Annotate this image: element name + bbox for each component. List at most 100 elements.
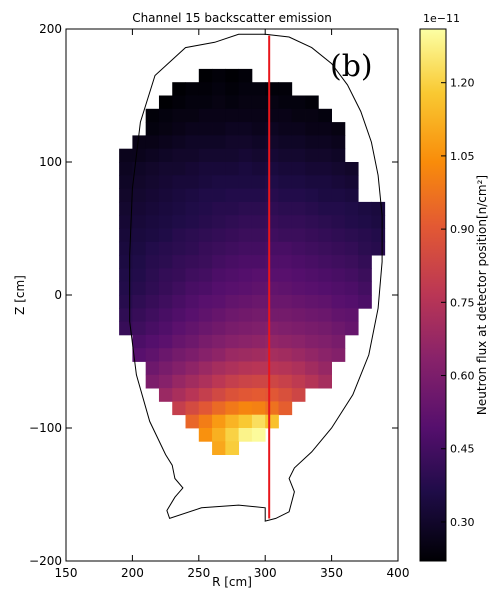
heatmap-cell	[158, 281, 173, 296]
heatmap-cell	[305, 374, 319, 389]
heatmap-cell	[251, 388, 266, 402]
heatmap-cell	[265, 201, 279, 216]
heatmap-cell	[198, 374, 213, 389]
heatmap-cell	[344, 188, 359, 203]
heatmap-cell	[291, 215, 306, 229]
heatmap-cell	[331, 201, 346, 216]
heatmap-cell	[278, 148, 293, 163]
heatmap-cell	[344, 281, 359, 296]
heatmap-cell	[265, 295, 279, 309]
heatmap-cell	[172, 374, 186, 389]
heatmap-cell	[265, 255, 279, 269]
heatmap-cell	[344, 228, 359, 243]
heatmap-cell	[172, 281, 186, 296]
heatmap-cell	[172, 388, 186, 402]
heatmap-cell	[158, 108, 173, 123]
heatmap-cell	[225, 201, 240, 216]
heatmap-cell	[172, 295, 186, 309]
heatmap-cell	[198, 361, 213, 376]
heatmap-cell	[265, 388, 279, 402]
heatmap-cell	[185, 122, 200, 136]
heatmap-cell	[238, 148, 253, 163]
heatmap-cell	[265, 135, 279, 150]
heatmap-cell	[238, 122, 253, 136]
heatmap-cell	[251, 414, 266, 429]
heatmap-cell	[344, 175, 359, 189]
heatmap-cell	[185, 228, 200, 243]
heatmap-cell	[265, 308, 279, 322]
heatmap-cell	[291, 188, 306, 203]
heatmap-cell	[371, 215, 386, 229]
heatmap-cell	[119, 281, 133, 296]
heatmap-cell	[331, 215, 346, 229]
heatmap-cell	[305, 148, 319, 163]
heatmap-cell	[225, 255, 240, 269]
heatmap-cell	[291, 108, 306, 123]
heatmap-cell	[331, 308, 346, 322]
heatmap-cell	[291, 175, 306, 189]
heatmap-cell	[331, 122, 346, 136]
heatmap-cell	[331, 255, 346, 269]
heatmap-cell	[132, 281, 147, 296]
heatmap-cell	[238, 82, 253, 96]
x-tick-label: 300	[254, 566, 277, 580]
heatmap-cell	[238, 374, 253, 389]
heatmap-cell	[344, 255, 359, 269]
heatmap-cell	[238, 228, 253, 243]
heatmap-cell	[198, 82, 213, 96]
heatmap-cell	[291, 162, 306, 176]
heatmap-cell	[331, 188, 346, 203]
heatmap-cell	[158, 135, 173, 150]
heatmap-cell	[344, 308, 359, 322]
heatmap-cell	[158, 148, 173, 163]
heatmap-cell	[119, 215, 133, 229]
heatmap-cell	[344, 241, 359, 256]
heatmap-cell	[305, 201, 319, 216]
heatmap-cell	[198, 334, 213, 349]
heatmap-cell	[278, 228, 293, 243]
heatmap-cell	[251, 401, 266, 416]
heatmap-cell	[305, 361, 319, 376]
heatmap-cells	[119, 68, 386, 455]
panel-label: (b)	[330, 49, 373, 84]
colorbar	[419, 28, 447, 562]
heatmap-cell	[212, 374, 226, 389]
heatmap-cell	[238, 295, 253, 309]
heatmap-cell	[278, 388, 293, 402]
heatmap-cell	[158, 122, 173, 136]
heatmap-cell	[145, 308, 160, 322]
heatmap-cell	[291, 135, 306, 150]
heatmap-cell	[212, 281, 226, 296]
heatmap-cell	[278, 241, 293, 256]
heatmap-cell	[305, 122, 319, 136]
heatmap-cell	[291, 308, 306, 322]
heatmap-cell	[318, 228, 332, 243]
heatmap-cell	[305, 334, 319, 349]
heatmap-cell	[198, 175, 213, 189]
heatmap-cell	[172, 122, 186, 136]
heatmap-cell	[119, 241, 133, 256]
heatmap-cell	[185, 108, 200, 123]
heatmap-cell	[251, 308, 266, 322]
heatmap-cell	[318, 308, 332, 322]
heatmap-cell	[291, 374, 306, 389]
heatmap-cell	[198, 428, 213, 442]
heatmap-cell	[265, 162, 279, 176]
heatmap-cell	[185, 268, 200, 283]
heatmap-cell	[344, 321, 359, 336]
heatmap-cell	[132, 135, 147, 150]
heatmap-cell	[251, 241, 266, 256]
heatmap-cell	[198, 401, 213, 416]
heatmap-cell	[291, 348, 306, 362]
heatmap-cell	[185, 201, 200, 216]
heatmap-cell	[225, 175, 240, 189]
heatmap-cell	[251, 108, 266, 123]
heatmap-cell	[198, 188, 213, 203]
heatmap-cell	[212, 388, 226, 402]
heatmap-cell	[212, 321, 226, 336]
heatmap-cell	[265, 401, 279, 416]
heatmap-cell	[132, 175, 147, 189]
heatmap-cell	[132, 334, 147, 349]
heatmap-cell	[198, 122, 213, 136]
heatmap-cell	[278, 401, 293, 416]
